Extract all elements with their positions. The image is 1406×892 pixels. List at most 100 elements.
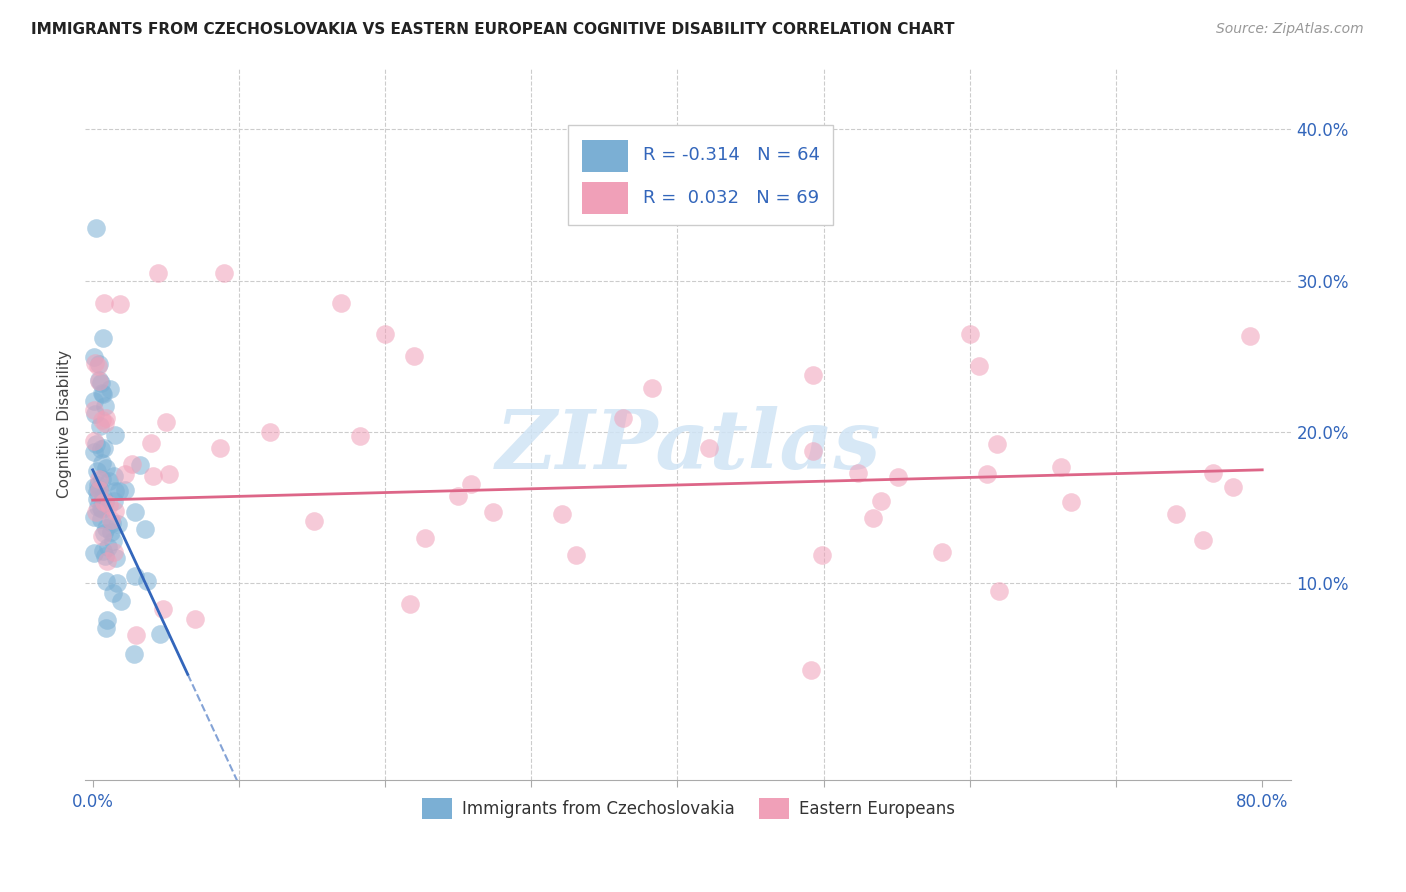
FancyBboxPatch shape <box>582 140 628 172</box>
Point <box>986 437 1008 451</box>
Point <box>212 266 235 280</box>
Point <box>801 444 824 458</box>
Point <box>184 612 207 626</box>
Point <box>83 510 105 524</box>
Point <box>89 357 111 371</box>
Point <box>93 544 115 558</box>
Point <box>90 376 112 390</box>
Point <box>374 326 396 341</box>
Point <box>114 483 136 497</box>
Point <box>1050 460 1073 475</box>
Point <box>304 515 326 529</box>
Point <box>89 374 111 388</box>
Point <box>988 584 1011 599</box>
Point <box>404 349 426 363</box>
Point <box>97 474 120 488</box>
Point <box>91 490 114 504</box>
Point <box>84 407 107 421</box>
Point <box>460 477 482 491</box>
Point <box>862 511 884 525</box>
Point <box>100 525 122 540</box>
Point <box>959 326 981 341</box>
Point <box>141 435 163 450</box>
Point <box>94 549 117 563</box>
Point <box>97 498 120 512</box>
Point <box>1166 507 1188 521</box>
Point <box>107 516 129 531</box>
Point <box>94 416 117 430</box>
Point <box>83 394 105 409</box>
Point <box>91 502 114 516</box>
FancyBboxPatch shape <box>582 182 628 214</box>
Text: Source: ZipAtlas.com: Source: ZipAtlas.com <box>1216 22 1364 37</box>
Point <box>89 419 111 434</box>
Point <box>87 483 110 497</box>
Point <box>110 593 132 607</box>
Point <box>114 467 136 481</box>
Point <box>803 368 825 383</box>
Point <box>86 491 108 506</box>
Point <box>108 483 131 498</box>
Point <box>152 601 174 615</box>
Point <box>83 402 105 417</box>
Point <box>142 469 165 483</box>
Point <box>976 467 998 481</box>
Point <box>98 382 121 396</box>
Point <box>149 626 172 640</box>
Point <box>94 574 117 588</box>
Point <box>550 507 572 521</box>
Point <box>105 576 128 591</box>
Point <box>83 356 105 370</box>
Point <box>103 469 125 483</box>
Point <box>90 512 112 526</box>
Point <box>83 445 105 459</box>
Point <box>90 442 112 456</box>
Point <box>103 545 125 559</box>
Point <box>121 458 143 472</box>
Point <box>612 411 634 425</box>
Point <box>1191 533 1213 547</box>
Text: IMMIGRANTS FROM CZECHOSLOVAKIA VS EASTERN EUROPEAN COGNITIVE DISABILITY CORRELAT: IMMIGRANTS FROM CZECHOSLOVAKIA VS EASTER… <box>31 22 955 37</box>
Point <box>128 458 150 472</box>
Text: ZIPatlas: ZIPatlas <box>496 406 882 486</box>
Point <box>94 461 117 475</box>
Point <box>91 472 114 486</box>
Point <box>89 482 111 496</box>
Point <box>84 437 107 451</box>
Point <box>91 456 114 470</box>
Point <box>86 506 108 520</box>
Point <box>104 504 127 518</box>
Point <box>330 296 353 310</box>
Point <box>846 466 869 480</box>
Point <box>96 554 118 568</box>
Point <box>101 585 124 599</box>
Point <box>87 472 110 486</box>
Point <box>134 522 156 536</box>
Point <box>91 413 114 427</box>
Point <box>208 441 231 455</box>
Point <box>259 425 281 439</box>
Point <box>93 495 115 509</box>
Point <box>108 297 131 311</box>
Point <box>1222 480 1244 494</box>
Point <box>91 386 114 401</box>
Point <box>93 399 115 413</box>
Point <box>105 550 128 565</box>
Point <box>86 485 108 500</box>
Point <box>101 533 124 548</box>
Point <box>100 513 122 527</box>
Point <box>83 434 105 448</box>
Point <box>96 613 118 627</box>
Point <box>124 569 146 583</box>
Text: R =  0.032   N = 69: R = 0.032 N = 69 <box>643 189 818 207</box>
Point <box>96 621 118 635</box>
Point <box>94 495 117 509</box>
Point <box>91 331 114 345</box>
Point <box>157 467 180 481</box>
Y-axis label: Cognitive Disability: Cognitive Disability <box>58 351 72 499</box>
Point <box>104 483 127 498</box>
Point <box>1201 466 1223 480</box>
Point <box>93 441 115 455</box>
Point <box>413 531 436 545</box>
Point <box>447 489 470 503</box>
